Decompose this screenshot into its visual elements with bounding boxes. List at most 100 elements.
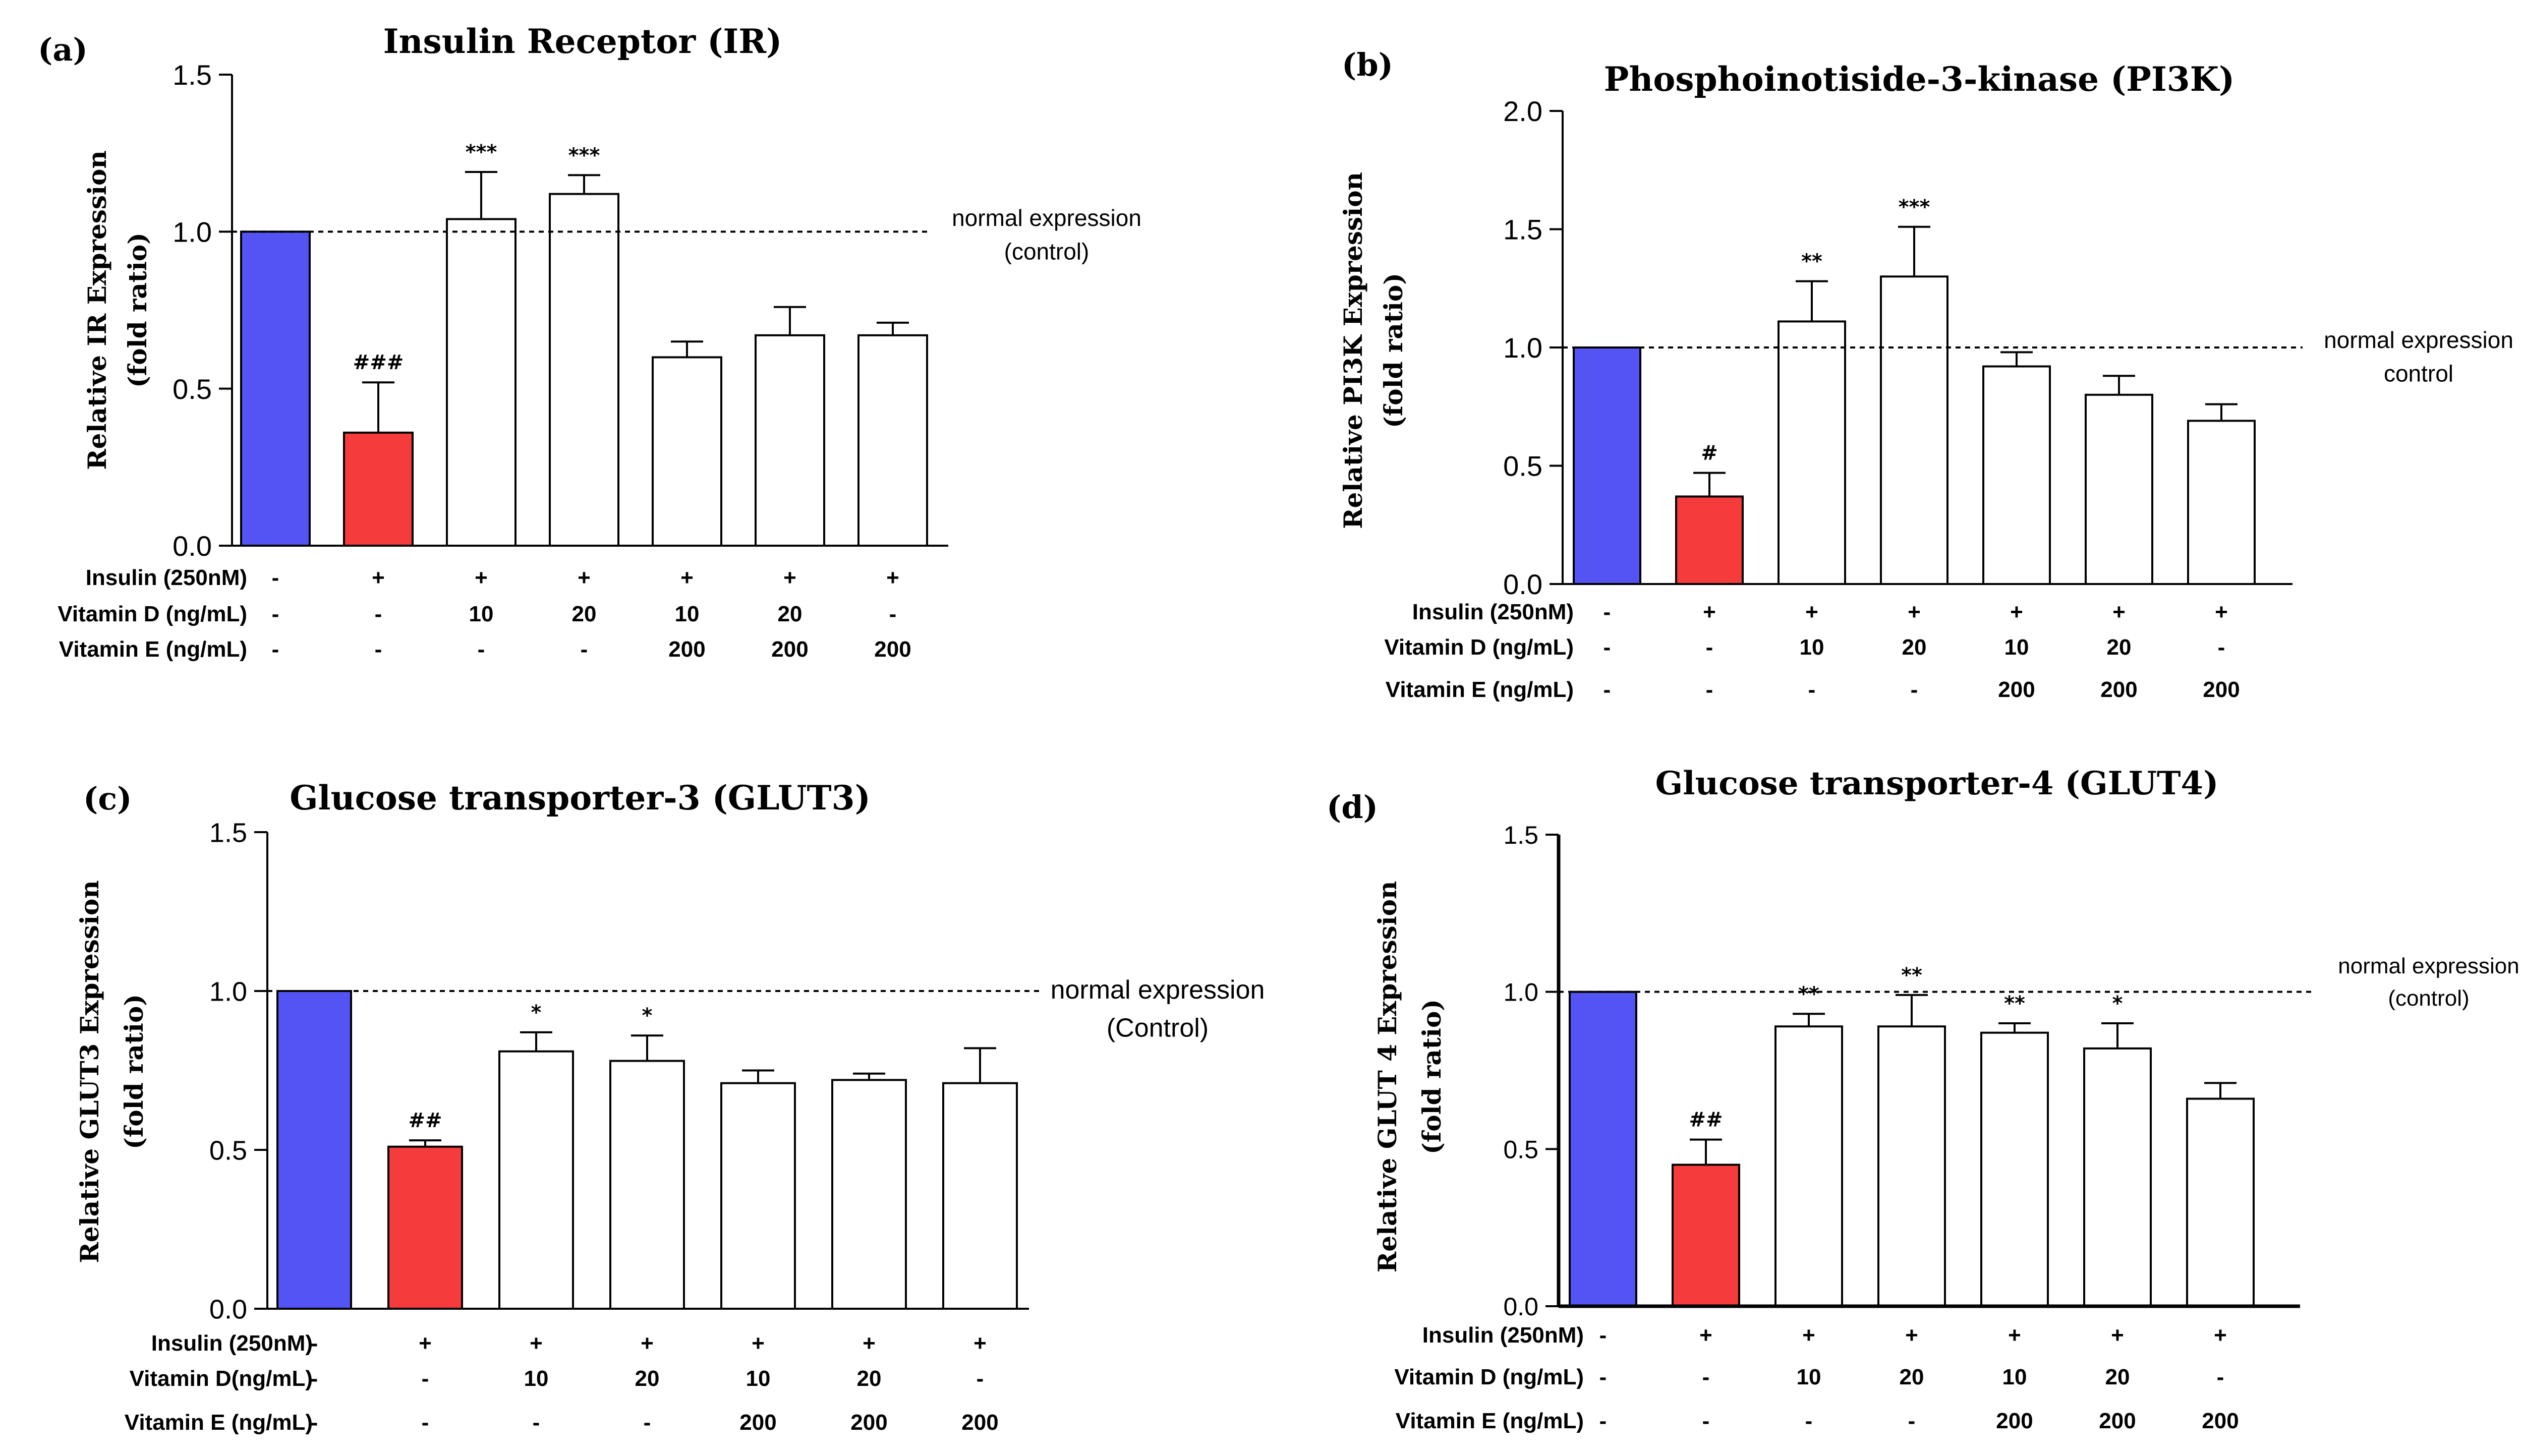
panel-a-condition-value: - — [478, 637, 485, 662]
panel-b-y-axis-label-line: Relative PI3K Expression — [1338, 172, 1368, 529]
panel-c-bar — [720, 1082, 796, 1310]
panel-b-y-tick-label: 1.0 — [1503, 332, 1542, 364]
panel-c-significance-label: * — [642, 1004, 653, 1027]
panel-c-bar — [942, 1082, 1018, 1310]
panel-d-y-tick-label: 0.5 — [1503, 1135, 1538, 1163]
panel-a-bar — [343, 431, 414, 547]
panel-c-bar — [831, 1079, 907, 1310]
panel-b-condition-value: - — [1706, 635, 1713, 660]
panel-d-bar — [2083, 1047, 2152, 1308]
panel-c-condition-value: - — [644, 1410, 651, 1435]
panel-b-bar — [1982, 365, 2051, 586]
panel-c-y-tick-label: 1.5 — [209, 818, 247, 848]
panel-b-condition-value: - — [2218, 635, 2225, 660]
panel-d-condition-value: 20 — [1900, 1365, 1924, 1389]
panel-c-condition-value: - — [422, 1410, 429, 1435]
panel-b-y-tick-label: 0.0 — [1503, 568, 1542, 600]
panel-c-y-tick-label: 1.0 — [209, 976, 247, 1007]
panel-d-condition-label: Insulin (250nM) — [1422, 1323, 1584, 1348]
panel-d-reference-label: (control) — [2388, 986, 2469, 1011]
panel-c-condition-value: - — [311, 1331, 318, 1356]
panel-c-reference-label: (Control) — [1107, 1013, 1209, 1042]
panel-a-condition-label: Vitamin E (ng/mL) — [59, 637, 247, 662]
panel-b-condition-value: + — [2215, 600, 2228, 624]
panel-c-condition-label: Vitamin E (ng/mL) — [125, 1410, 313, 1435]
panel-c-condition-value: 200 — [739, 1410, 776, 1435]
panel-a-bar — [755, 334, 825, 547]
panel-d-bar — [2186, 1097, 2255, 1308]
panel-b-condition-value: - — [1808, 677, 1816, 702]
panel-d-condition-value: 20 — [2105, 1365, 2130, 1389]
panel-d-bar — [1774, 1025, 1843, 1307]
panel-d-condition-value: + — [1905, 1323, 1918, 1348]
panel-d-bar — [1877, 1025, 1946, 1307]
panel-b-condition-value: 200 — [2203, 677, 2240, 702]
panel-d-condition-value: + — [2008, 1323, 2021, 1348]
panel-a-bar — [857, 334, 928, 547]
panel-b-y-tick-label: 2.0 — [1503, 95, 1542, 127]
panel-a-condition-value: - — [581, 637, 588, 662]
panel-d-bar — [1672, 1163, 1740, 1307]
panel-b-condition-value: + — [2112, 600, 2126, 624]
panel-a-y-axis-label-line: (fold ratio) — [123, 232, 152, 388]
panel-c-y-tick-label: 0.5 — [209, 1135, 247, 1166]
panel-a-y-tick-label: 0.0 — [173, 530, 212, 562]
panel-c-bar — [276, 990, 352, 1310]
panel-b-significance-label: ** — [1801, 250, 1822, 273]
panel-b-condition-value: - — [1911, 677, 1918, 702]
panel-d-condition-value: - — [1599, 1323, 1607, 1348]
panel-b-chart: (b) Phosphoinotiside-3-kinase (PI3K) Relat… — [1338, 46, 2513, 702]
panel-a-condition-value: 20 — [572, 602, 597, 626]
panel-d-condition-value: 200 — [2202, 1409, 2239, 1433]
panel-d-y-tick-label: 1.0 — [1503, 978, 1538, 1007]
panel-a-reference-label: (control) — [1004, 239, 1090, 265]
panel-c-label: (c) — [83, 780, 132, 817]
panel-a-condition-value: 200 — [668, 637, 705, 662]
panel-b-condition-value: 20 — [1902, 635, 1927, 660]
panel-d-condition-value: + — [2111, 1323, 2124, 1348]
panel-c-bar — [609, 1060, 685, 1310]
panel-b-condition-value: + — [2010, 600, 2023, 624]
panel-d-y-tick-label: 0.0 — [1503, 1293, 1538, 1321]
panel-c-title: Glucose transporter-3 (GLUT3) — [290, 778, 871, 818]
panel-d-condition-value: 200 — [2099, 1409, 2136, 1433]
panel-d-condition-value: 10 — [1797, 1365, 1821, 1389]
panel-a-condition-value: 200 — [874, 637, 911, 662]
panel-c-condition-value: - — [533, 1410, 540, 1435]
panel-c-condition-value: - — [422, 1366, 429, 1391]
panel-d-condition-value: - — [1599, 1409, 1607, 1433]
panel-b-significance-label: *** — [1899, 196, 1930, 219]
panel-c-condition-label: Insulin (250nM) — [151, 1331, 313, 1356]
panel-c-reference-label: normal expression — [1051, 975, 1265, 1005]
panel-a-condition-value: - — [889, 602, 897, 626]
panel-c-condition-value: + — [863, 1331, 876, 1356]
panel-a-condition-value: + — [578, 565, 591, 590]
panel-b-condition-value: 10 — [1800, 635, 1824, 660]
panel-a-bar — [240, 230, 311, 547]
panel-c-y-axis-label-line: (fold ratio) — [119, 994, 149, 1149]
panel-c-chart: (c) Glucose transporter-3 (GLUT3) Relative… — [75, 778, 1265, 1435]
panel-c-bar — [387, 1145, 463, 1310]
panel-c-condition-value: + — [973, 1331, 987, 1356]
panel-a-significance-label: *** — [466, 141, 497, 164]
panel-a-condition-value: - — [375, 637, 382, 662]
panel-d-y-axis-label-line: (fold ratio) — [1417, 999, 1447, 1154]
panel-d-significance-label: ** — [1901, 964, 1922, 987]
panel-d-significance-label: ** — [1798, 982, 1819, 1006]
panel-d-bar — [1980, 1031, 2049, 1307]
panel-d-condition-label: Vitamin D (ng/mL) — [1394, 1365, 1584, 1389]
panel-a-condition-label: Insulin (250nM) — [86, 565, 247, 590]
panel-a-y-axis-label-line: Relative IR Expression — [82, 150, 112, 470]
panel-a-y-axis-label: Relative IR Expression (fold ratio) — [82, 150, 152, 470]
panel-c-condition-value: 10 — [746, 1366, 771, 1391]
panel-d-condition-value: + — [1802, 1323, 1815, 1348]
panel-d-condition-value: 10 — [2002, 1365, 2027, 1389]
panel-b-condition-label: Vitamin E (ng/mL) — [1386, 677, 1574, 702]
panel-d-significance-label: ## — [1689, 1109, 1723, 1132]
panel-a-bar — [446, 218, 517, 547]
panel-c-y-axis-label-line: Relative GLUT3 Expression — [75, 880, 104, 1263]
panel-a-condition-value: + — [372, 565, 385, 590]
panel-d-y-axis-label: Relative GLUT 4 Expression (fold ratio) — [1372, 881, 1447, 1273]
panel-c-y-axis-label: Relative GLUT3 Expression (fold ratio) — [75, 880, 149, 1263]
panel-b-condition-value: 20 — [2107, 635, 2132, 660]
